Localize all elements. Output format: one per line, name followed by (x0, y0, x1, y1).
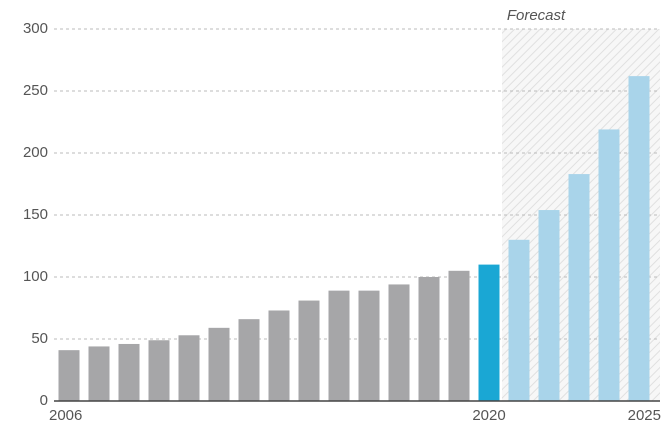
bar (418, 277, 440, 401)
bar (58, 350, 80, 401)
bar (508, 239, 530, 401)
bar (448, 270, 470, 401)
bar (268, 310, 290, 401)
bar (388, 284, 410, 401)
y-tick-label: 200 (23, 144, 48, 161)
bar (568, 174, 590, 401)
y-tick-label: 150 (23, 206, 48, 223)
bar (628, 76, 650, 402)
bar (88, 346, 110, 401)
x-tick-label: 2025 (628, 407, 661, 424)
bar (148, 340, 170, 401)
bar (358, 290, 380, 401)
forecast-label: Forecast (507, 7, 566, 24)
bar (478, 264, 500, 401)
x-tick-label: 2006 (49, 407, 82, 424)
x-tick-label: 2020 (472, 407, 505, 424)
y-tick-label: 50 (31, 330, 48, 347)
bar (598, 129, 620, 401)
y-tick-label: 300 (23, 20, 48, 37)
bar (208, 327, 230, 401)
y-tick-label: 250 (23, 82, 48, 99)
bar (238, 319, 260, 401)
bar (538, 210, 560, 401)
bar (178, 335, 200, 401)
bar (298, 300, 320, 401)
y-tick-label: 100 (23, 268, 48, 285)
bar (118, 343, 140, 401)
y-tick-label: 0 (40, 392, 48, 409)
bar (328, 290, 350, 401)
